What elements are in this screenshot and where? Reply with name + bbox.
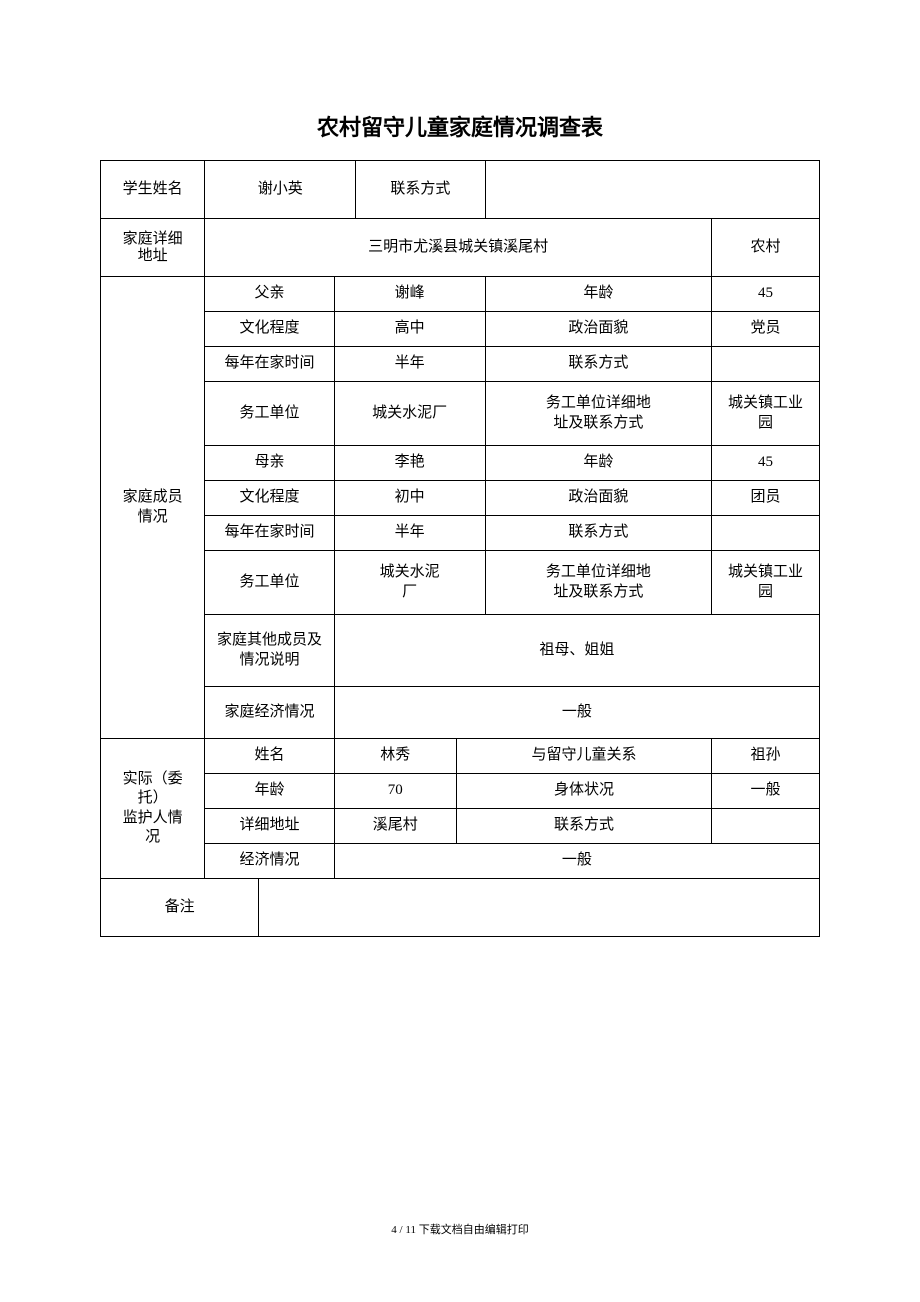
label-guardian-address: 详细地址: [205, 809, 334, 844]
value-area-type: 农村: [712, 219, 820, 277]
value-guardian-address: 溪尾村: [334, 809, 456, 844]
value-mother-contact: [712, 516, 820, 551]
value-home-address: 三明市尤溪县城关镇溪尾村: [205, 219, 712, 277]
label-guardian-age: 年龄: [205, 774, 334, 809]
value-guardian-economic: 一般: [334, 844, 819, 879]
label-contact: 联系方式: [356, 161, 485, 219]
value-guardian-contact: [712, 809, 820, 844]
value-guardian-relation: 祖孙: [712, 739, 820, 774]
value-father-contact: [712, 347, 820, 382]
label-guardian-relation: 与留守儿童关系: [456, 739, 711, 774]
label-guardian-economic: 经济情况: [205, 844, 334, 879]
value-father-work-detail: 城关镇工业园: [712, 382, 820, 446]
value-family-economic: 一般: [334, 687, 819, 739]
label-mother-hometime: 每年在家时间: [205, 516, 334, 551]
value-mother-work: 城关水泥厂: [334, 551, 485, 615]
value-mother-name: 李艳: [334, 446, 485, 481]
label-remark: 备注: [101, 879, 259, 937]
label-mother-age: 年龄: [485, 446, 711, 481]
value-guardian-age: 70: [334, 774, 456, 809]
value-father-work: 城关水泥厂: [334, 382, 485, 446]
value-mother-political: 团员: [712, 481, 820, 516]
label-family-economic: 家庭经济情况: [205, 687, 334, 739]
value-father-age: 45: [712, 277, 820, 312]
label-home-address: 家庭详细地址: [101, 219, 205, 277]
value-student-contact: [485, 161, 819, 219]
label-father-education: 文化程度: [205, 312, 334, 347]
label-family-members: 家庭成员情况: [101, 277, 205, 739]
label-mother-political: 政治面貌: [485, 481, 711, 516]
value-guardian-health: 一般: [712, 774, 820, 809]
label-father-political: 政治面貌: [485, 312, 711, 347]
survey-table: 学生姓名 谢小英 联系方式 家庭详细地址 三明市尤溪县城关镇溪尾村 农村 家庭成…: [100, 160, 820, 937]
label-father: 父亲: [205, 277, 334, 312]
label-mother-work: 务工单位: [205, 551, 334, 615]
value-mother-education: 初中: [334, 481, 485, 516]
value-other-members: 祖母、姐姐: [334, 615, 819, 687]
page-title: 农村留守儿童家庭情况调查表: [100, 110, 820, 142]
value-guardian-name: 林秀: [334, 739, 456, 774]
value-mother-age: 45: [712, 446, 820, 481]
value-father-political: 党员: [712, 312, 820, 347]
label-guardian-health: 身体状况: [456, 774, 711, 809]
label-father-work: 务工单位: [205, 382, 334, 446]
label-guardian-name: 姓名: [205, 739, 334, 774]
label-guardian-section: 实际（委托）监护人情况: [101, 739, 205, 879]
value-mother-work-detail: 城关镇工业园: [712, 551, 820, 615]
value-student-name: 谢小英: [205, 161, 356, 219]
value-father-name: 谢峰: [334, 277, 485, 312]
label-father-hometime: 每年在家时间: [205, 347, 334, 382]
value-father-education: 高中: [334, 312, 485, 347]
label-mother-work-detail: 务工单位详细地址及联系方式: [485, 551, 711, 615]
label-mother-education: 文化程度: [205, 481, 334, 516]
value-remark: [259, 879, 820, 937]
label-father-work-detail: 务工单位详细地址及联系方式: [485, 382, 711, 446]
value-father-hometime: 半年: [334, 347, 485, 382]
label-guardian-contact: 联系方式: [456, 809, 711, 844]
label-father-contact: 联系方式: [485, 347, 711, 382]
value-mother-hometime: 半年: [334, 516, 485, 551]
page-footer: 4 / 11 下载文档自由编辑打印: [0, 1221, 920, 1237]
label-mother-contact: 联系方式: [485, 516, 711, 551]
label-father-age: 年龄: [485, 277, 711, 312]
label-other-members: 家庭其他成员及情况说明: [205, 615, 334, 687]
label-student-name: 学生姓名: [101, 161, 205, 219]
label-mother: 母亲: [205, 446, 334, 481]
